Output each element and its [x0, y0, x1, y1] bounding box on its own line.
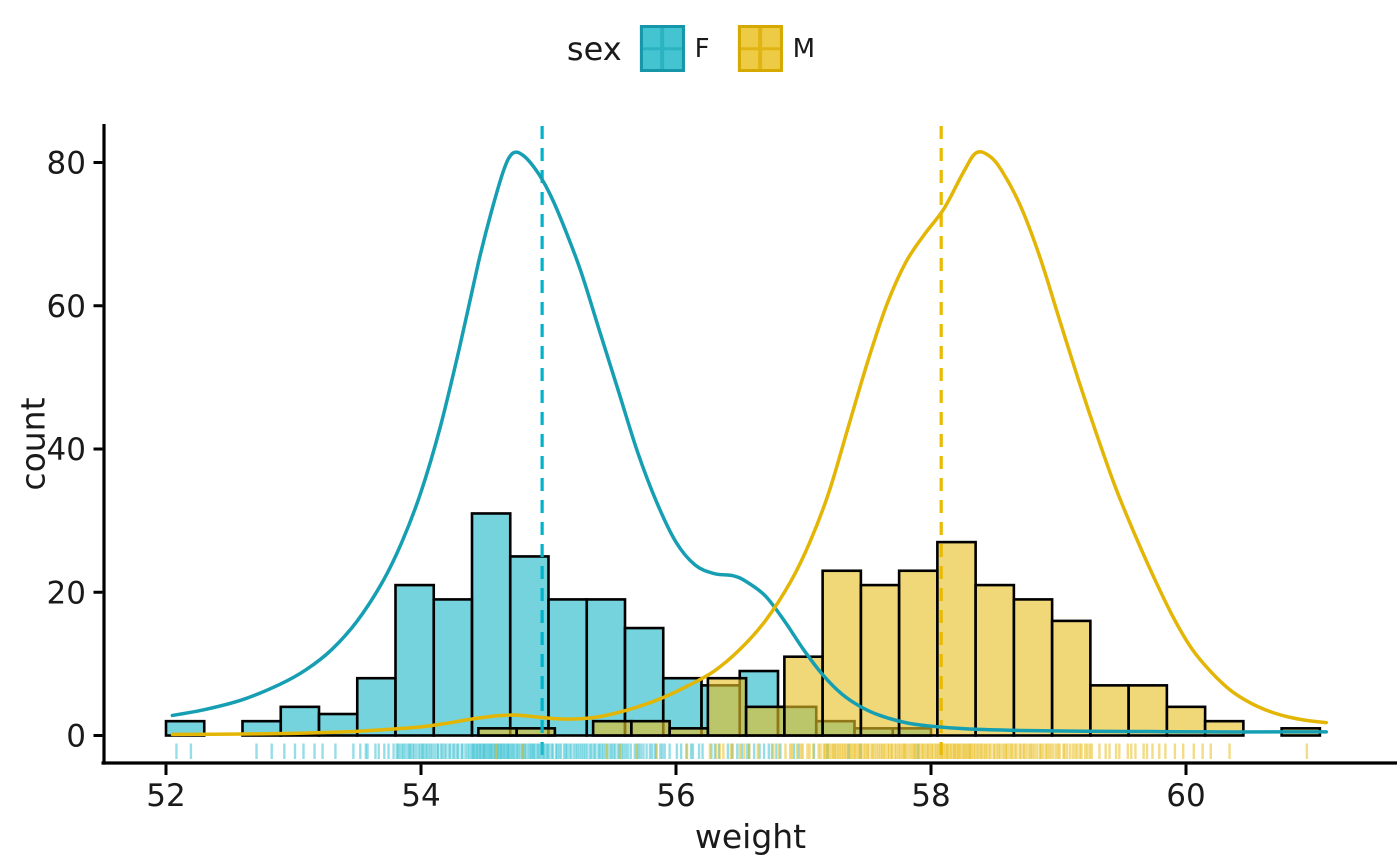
- x-tick-label: 60: [1166, 778, 1205, 814]
- legend: sex F M: [567, 25, 833, 72]
- histogram-bar-m: [783, 655, 824, 737]
- density-curve-m: [170, 150, 1328, 737]
- histogram-bar-m: [515, 727, 557, 737]
- histogram-bar-m: [744, 705, 786, 737]
- legend-key-f-icon: [639, 25, 685, 72]
- y-axis-title: count: [13, 397, 53, 491]
- histogram-bar-f: [547, 598, 589, 737]
- histogram-bar-f: [355, 676, 397, 737]
- histogram-bar-m: [1012, 598, 1054, 737]
- histogram-bar-m: [1089, 684, 1130, 737]
- legend-key-f-hline: [642, 46, 682, 51]
- y-tick-label: 20: [47, 575, 86, 611]
- legend-title: sex: [566, 29, 622, 68]
- histogram-bar-m: [859, 583, 901, 737]
- y-tick-label: 80: [47, 146, 86, 182]
- x-tick-label: 58: [911, 778, 950, 814]
- histogram-bar-m: [668, 727, 710, 737]
- legend-label-m: M: [792, 33, 816, 64]
- histogram-bar-m: [706, 676, 748, 737]
- x-tick-label: 52: [146, 778, 185, 814]
- histogram-bar-m: [1050, 619, 1092, 737]
- legend-key-m-icon: [737, 25, 783, 72]
- y-tick-label: 0: [66, 719, 86, 755]
- x-tick-label: 54: [401, 778, 440, 814]
- histogram-bar-f: [394, 583, 436, 737]
- x-tick-label: 56: [656, 778, 695, 814]
- histogram-bar-m: [630, 719, 671, 737]
- histogram-bar-m: [477, 727, 518, 737]
- legend-label-f: F: [694, 33, 710, 64]
- histogram-bar-m: [591, 719, 633, 737]
- histogram-bar-m: [1127, 684, 1169, 737]
- density-curve-f: [170, 150, 1328, 734]
- y-tick-label: 40: [47, 432, 86, 468]
- histogram-bar-f: [432, 598, 474, 737]
- histogram-bar-m: [821, 569, 863, 737]
- legend-key-m-hline: [740, 46, 780, 51]
- y-tick-label: 60: [47, 289, 86, 325]
- histogram-bar-f: [470, 512, 512, 737]
- histogram-bar-f: [279, 705, 321, 737]
- histogram-bar-m: [936, 540, 977, 737]
- histogram-bar-m: [974, 583, 1016, 737]
- x-axis-title: weight: [694, 817, 807, 856]
- histogram-bar-f: [623, 626, 665, 737]
- histogram-bar-m: [897, 569, 939, 737]
